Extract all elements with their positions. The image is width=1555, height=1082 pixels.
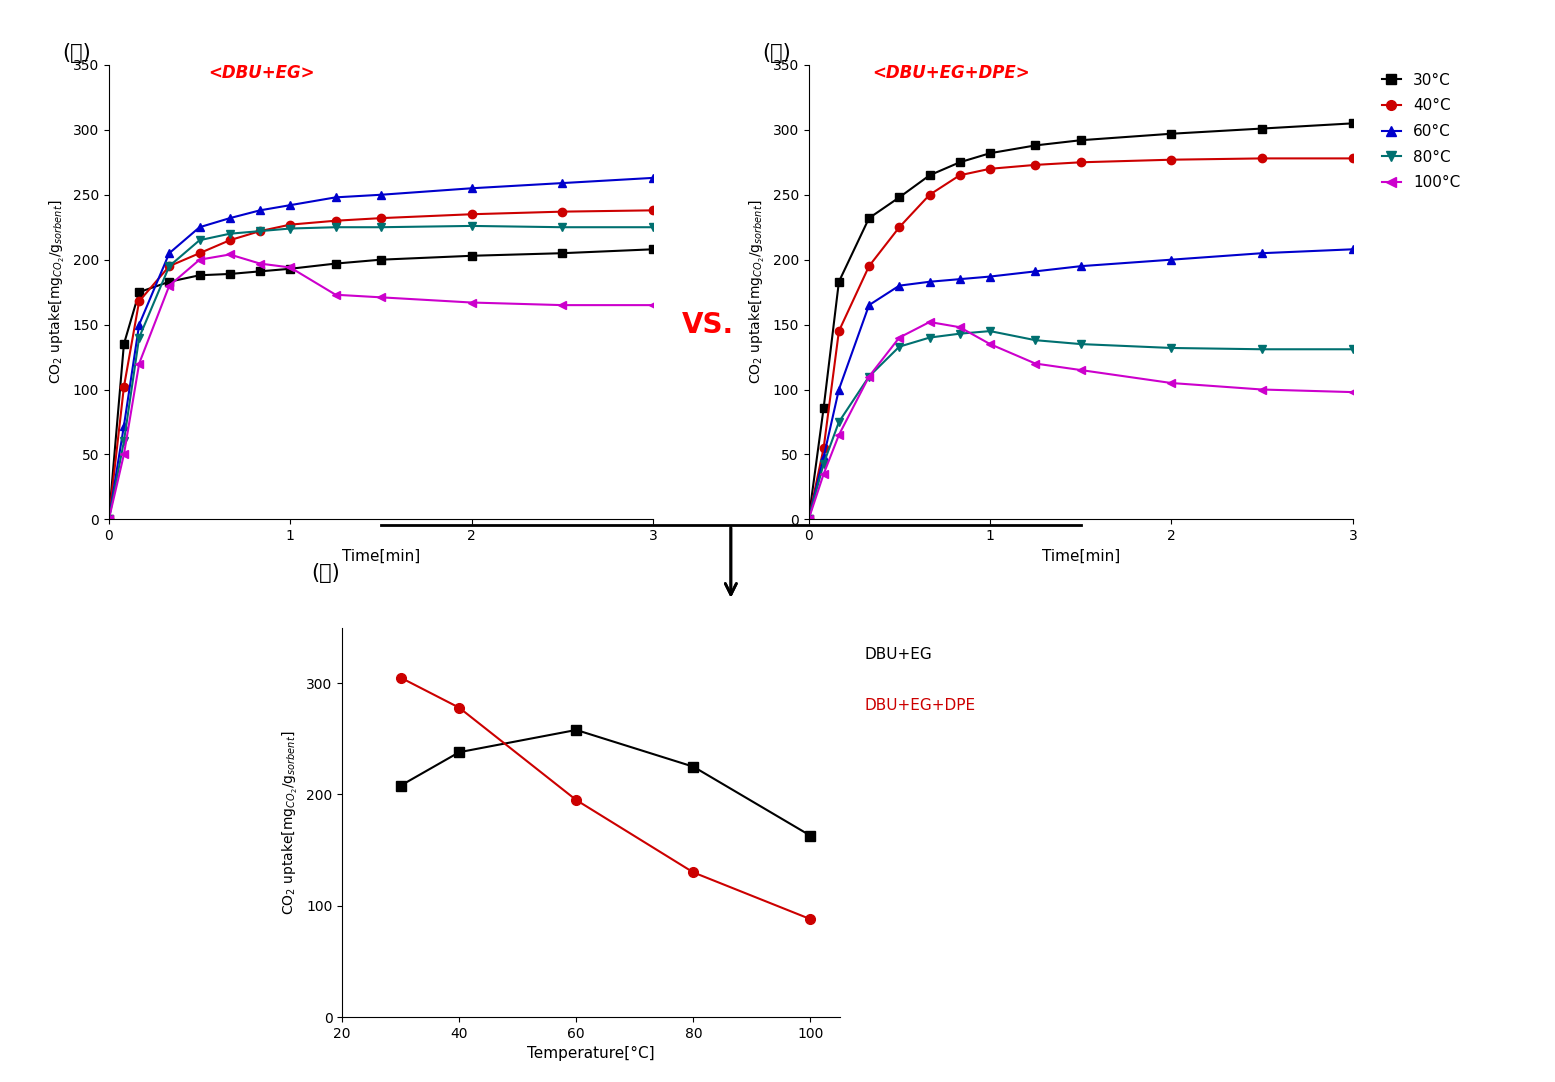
Y-axis label: CO$_2$ uptake[mg$_{CO_2}$/g$_{sorbent}$]: CO$_2$ uptake[mg$_{CO_2}$/g$_{sorbent}$] <box>748 200 767 384</box>
Text: (나): (나) <box>762 43 790 63</box>
Text: (가): (가) <box>62 43 90 63</box>
Text: DBU+EG+DPE: DBU+EG+DPE <box>865 698 975 713</box>
X-axis label: Temperature[°C]: Temperature[°C] <box>527 1046 655 1061</box>
X-axis label: Time[min]: Time[min] <box>342 549 420 564</box>
Text: VS.: VS. <box>681 311 734 339</box>
Y-axis label: CO$_2$ uptake[mg$_{CO_2}$/g$_{sorbent}$]: CO$_2$ uptake[mg$_{CO_2}$/g$_{sorbent}$] <box>48 200 67 384</box>
Y-axis label: CO$_2$ uptake[mg$_{CO_2}$/g$_{sorbent}$]: CO$_2$ uptake[mg$_{CO_2}$/g$_{sorbent}$] <box>281 730 300 914</box>
Text: DBU+EG: DBU+EG <box>865 647 933 662</box>
Text: (다): (다) <box>311 563 339 582</box>
Text: <DBU+EG+DPE>: <DBU+EG+DPE> <box>872 64 1029 82</box>
X-axis label: Time[min]: Time[min] <box>1042 549 1120 564</box>
Text: <DBU+EG>: <DBU+EG> <box>208 64 316 82</box>
Legend: 30°C, 40°C, 60°C, 80°C, 100°C: 30°C, 40°C, 60°C, 80°C, 100°C <box>1382 72 1460 190</box>
